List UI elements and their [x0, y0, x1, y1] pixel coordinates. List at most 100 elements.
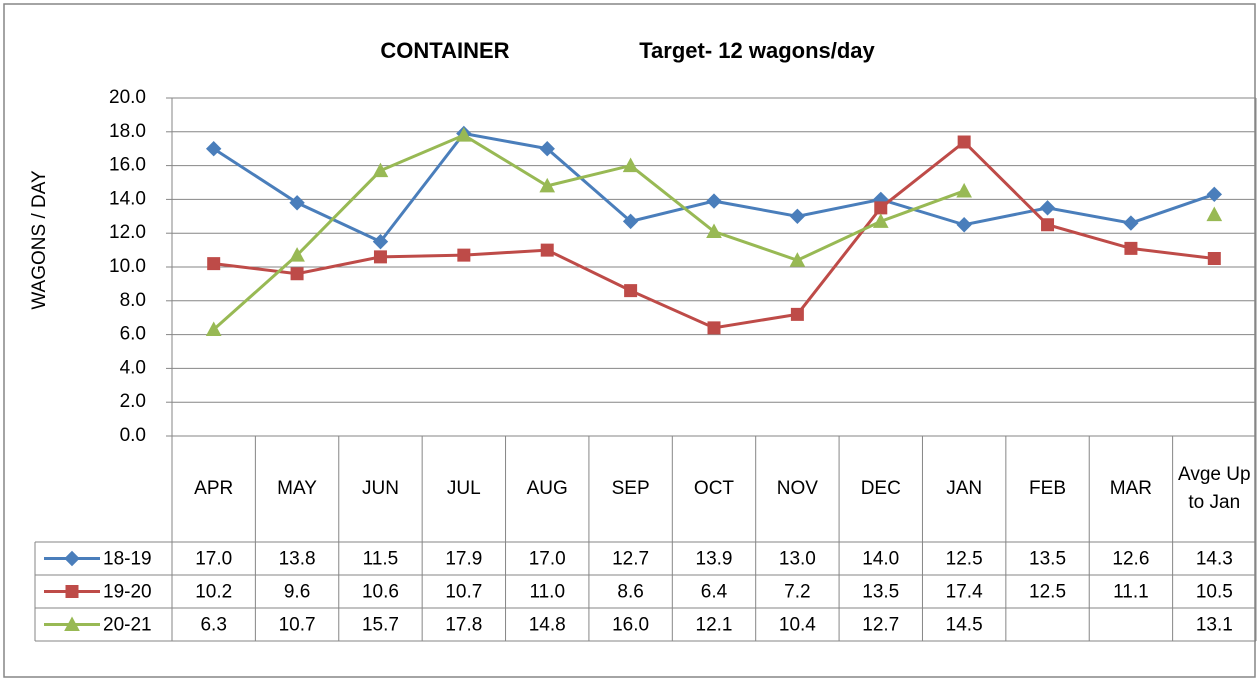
table-value: 17.9	[445, 549, 482, 570]
marker	[207, 257, 221, 271]
y-tick-label: 4.0	[120, 357, 146, 378]
table-value: 12.5	[1029, 582, 1066, 603]
marker	[289, 195, 305, 211]
x-tick-label-box: MAR	[1110, 478, 1152, 499]
table-value: 13.1	[1196, 615, 1233, 636]
table-value: 14.0	[862, 549, 899, 570]
marker	[290, 267, 304, 281]
table-value: 9.6	[284, 582, 310, 603]
y-tick-label: 6.0	[120, 324, 146, 345]
marker	[539, 177, 556, 193]
table-value: 6.3	[200, 615, 226, 636]
table-value: 6.4	[701, 582, 728, 603]
marker	[1206, 206, 1223, 222]
chart-title: CONTAINER	[380, 38, 509, 63]
x-tick-label-box: AUG	[526, 478, 568, 500]
table-value: 12.1	[696, 615, 733, 636]
x-tick-label-box: FEB	[1029, 478, 1066, 500]
marker	[1039, 200, 1056, 216]
table-value: 17.8	[445, 615, 482, 636]
legend-marker	[64, 616, 80, 631]
y-tick-label: 10.0	[109, 256, 146, 277]
x-tick-label: FEB	[1029, 478, 1066, 500]
x-tick-label-box: APR	[194, 478, 234, 500]
table-value: 10.7	[445, 582, 482, 603]
legend-label: 18-19	[103, 549, 152, 570]
marker	[456, 127, 472, 142]
x-tick-label: NOV	[776, 478, 818, 500]
y-tick-label: 16.0	[109, 155, 146, 176]
y-tick-label: 8.0	[120, 290, 146, 311]
x-tick-label: MAY	[277, 478, 317, 500]
table-value: 14.3	[1196, 549, 1233, 570]
marker	[372, 233, 389, 250]
marker	[622, 213, 639, 230]
x-tick-label-box: DEC	[861, 478, 901, 499]
y-tick-label: 0.0	[120, 425, 146, 446]
x-tick-label-box: SEP	[612, 478, 650, 499]
x-tick-label-box: Avge Up to Jan	[1178, 464, 1251, 513]
table-value: 13.9	[696, 549, 733, 570]
table-value: 12.7	[612, 549, 649, 570]
table-value: 17.4	[946, 582, 983, 603]
x-tick-label: JUL	[446, 478, 481, 500]
x-tick-label-box: OCT	[694, 478, 734, 499]
table-value: 15.7	[362, 615, 399, 636]
x-tick-label: JUN	[361, 478, 399, 500]
legend-label: 19-20	[103, 582, 152, 603]
marker	[205, 140, 222, 157]
marker	[707, 321, 721, 335]
marker	[706, 193, 722, 209]
legend-marker	[64, 550, 80, 567]
marker	[706, 223, 722, 239]
table-value: 13.5	[1029, 549, 1066, 570]
marker	[622, 157, 639, 173]
table-value: 10.5	[1196, 582, 1233, 603]
table-value: 12.7	[862, 615, 899, 636]
marker	[1041, 218, 1055, 232]
table-value: 14.8	[529, 615, 566, 636]
marker	[1206, 186, 1223, 203]
table-value: 16.0	[612, 615, 649, 636]
marker	[624, 284, 638, 298]
x-tick-label-box: MAY	[277, 478, 317, 500]
y-tick-label: 14.0	[109, 188, 146, 209]
table-value: 12.6	[1112, 549, 1149, 570]
x-tick-label: JAN	[946, 478, 983, 500]
table-value: 10.4	[779, 615, 816, 636]
x-tick-label-box: JUN	[361, 478, 399, 500]
table-value: 12.5	[946, 549, 983, 570]
y-tick-label: 2.0	[120, 391, 146, 412]
marker	[373, 250, 387, 264]
table-value: 11.5	[363, 549, 399, 570]
chart-subtitle: Target- 12 wagons/day	[639, 38, 875, 63]
table-value: 10.2	[195, 582, 232, 603]
x-tick-label-box: NOV	[776, 478, 818, 500]
table-value: 11.1	[1113, 582, 1149, 603]
marker	[874, 201, 888, 215]
marker	[372, 162, 389, 178]
x-tick-label-box: JUL	[446, 478, 481, 500]
marker	[1207, 252, 1221, 266]
table-value: 11.0	[529, 582, 565, 603]
table-value: 10.7	[279, 615, 316, 636]
y-tick-label: 12.0	[109, 222, 146, 243]
table-value: 14.5	[946, 615, 983, 636]
table-value: 17.0	[529, 549, 566, 570]
table-value: 8.6	[617, 582, 643, 603]
x-tick-label: Avge Up to Jan	[1178, 464, 1251, 513]
marker	[789, 252, 806, 267]
marker	[540, 243, 554, 257]
y-axis-label: WAGONS / DAY	[29, 170, 50, 310]
marker	[457, 248, 471, 262]
y-tick-label: 20.0	[109, 87, 146, 108]
table-value: 13.8	[279, 549, 316, 570]
legend-marker	[65, 585, 79, 598]
marker	[205, 321, 222, 337]
x-tick-label-box: JAN	[946, 478, 983, 500]
marker	[956, 217, 972, 233]
marker	[1124, 241, 1138, 255]
x-tick-label: APR	[194, 478, 234, 500]
x-tick-label: AUG	[526, 478, 568, 500]
